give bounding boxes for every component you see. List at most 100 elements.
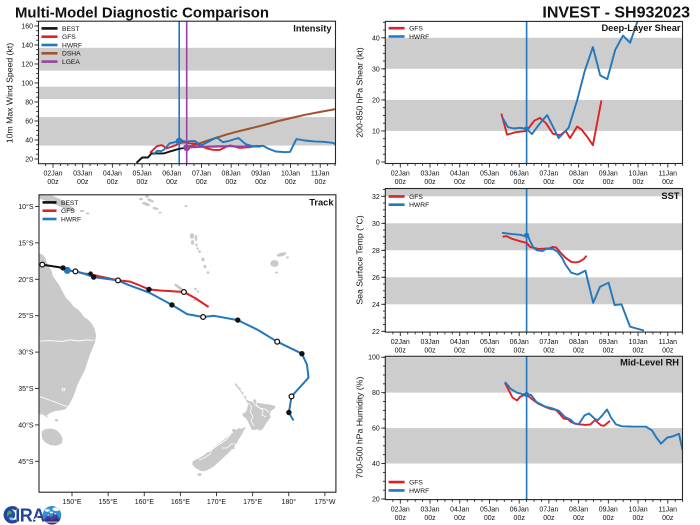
svg-text:155°E: 155°E bbox=[99, 498, 118, 506]
svg-text:22: 22 bbox=[372, 329, 380, 336]
svg-text:180°: 180° bbox=[282, 498, 297, 506]
svg-text:00z: 00z bbox=[484, 515, 496, 522]
svg-text:11Jan: 11Jan bbox=[659, 339, 678, 346]
svg-text:165°E: 165°E bbox=[171, 498, 190, 506]
svg-text:07Jan: 07Jan bbox=[192, 171, 211, 178]
svg-text:04Jan: 04Jan bbox=[450, 339, 469, 346]
svg-text:05Jan: 05Jan bbox=[480, 171, 499, 178]
svg-text:10Jan: 10Jan bbox=[629, 507, 648, 514]
svg-text:09Jan: 09Jan bbox=[599, 171, 618, 178]
svg-text:00z: 00z bbox=[484, 179, 496, 186]
svg-text:175°W: 175°W bbox=[314, 498, 335, 506]
svg-text:00z: 00z bbox=[225, 179, 237, 186]
svg-text:00z: 00z bbox=[136, 179, 148, 186]
svg-text:00z: 00z bbox=[395, 179, 407, 186]
svg-text:11Jan: 11Jan bbox=[659, 171, 678, 178]
svg-text:Multi-Model Diagnostic Compari: Multi-Model Diagnostic Comparison bbox=[15, 6, 269, 22]
svg-text:GFS: GFS bbox=[409, 194, 423, 201]
svg-text:00z: 00z bbox=[454, 515, 466, 522]
svg-text:60: 60 bbox=[25, 118, 33, 125]
svg-text:20°S: 20°S bbox=[18, 276, 34, 284]
svg-text:06Jan: 06Jan bbox=[510, 339, 529, 346]
svg-text:06Jan: 06Jan bbox=[162, 171, 181, 178]
svg-text:10Jan: 10Jan bbox=[629, 339, 648, 346]
svg-text:00z: 00z bbox=[514, 515, 526, 522]
svg-text:11Jan: 11Jan bbox=[311, 171, 330, 178]
svg-text:200-850 hPa Shear (kt): 200-850 hPa Shear (kt) bbox=[355, 47, 365, 137]
svg-text:00z: 00z bbox=[424, 347, 436, 354]
svg-text:00z: 00z bbox=[454, 347, 466, 354]
svg-text:00z: 00z bbox=[424, 515, 436, 522]
svg-text:700-500 hPa Humidity (%): 700-500 hPa Humidity (%) bbox=[355, 376, 365, 478]
svg-text:40: 40 bbox=[372, 35, 380, 42]
svg-text:HWRF: HWRF bbox=[409, 488, 429, 495]
svg-text:SST: SST bbox=[661, 191, 679, 201]
svg-text:10: 10 bbox=[372, 128, 380, 135]
svg-text:60: 60 bbox=[372, 426, 380, 433]
svg-text:10Jan: 10Jan bbox=[281, 171, 300, 178]
svg-text:20: 20 bbox=[25, 156, 33, 163]
svg-text:10Jan: 10Jan bbox=[629, 171, 648, 178]
svg-text:00z: 00z bbox=[632, 347, 644, 354]
svg-text:BEST: BEST bbox=[61, 200, 78, 207]
svg-text:0: 0 bbox=[376, 160, 380, 167]
svg-text:00z: 00z bbox=[47, 179, 59, 186]
svg-text:DSHA: DSHA bbox=[62, 51, 81, 58]
svg-text:HWRF: HWRF bbox=[409, 34, 429, 41]
svg-text:HWRF: HWRF bbox=[62, 42, 82, 49]
svg-text:00z: 00z bbox=[315, 179, 327, 186]
svg-text:11Jan: 11Jan bbox=[659, 507, 678, 514]
svg-text:26: 26 bbox=[372, 275, 380, 282]
svg-text:10°S: 10°S bbox=[18, 203, 34, 211]
svg-text:GFS: GFS bbox=[62, 34, 76, 41]
svg-text:IRA: IRA bbox=[15, 506, 45, 525]
svg-text:08Jan: 08Jan bbox=[222, 171, 241, 178]
svg-text:32: 32 bbox=[372, 194, 380, 201]
svg-text:100: 100 bbox=[368, 355, 380, 362]
svg-text:100: 100 bbox=[21, 80, 33, 87]
svg-text:GFS: GFS bbox=[409, 480, 423, 487]
svg-text:00z: 00z bbox=[573, 179, 585, 186]
svg-text:GFS: GFS bbox=[409, 26, 423, 33]
svg-text:00z: 00z bbox=[662, 179, 674, 186]
svg-text:00z: 00z bbox=[632, 179, 644, 186]
svg-text:00z: 00z bbox=[77, 179, 89, 186]
svg-text:15°S: 15°S bbox=[18, 239, 34, 247]
svg-text:05Jan: 05Jan bbox=[480, 339, 499, 346]
svg-text:LGEA: LGEA bbox=[62, 59, 80, 66]
svg-text:00z: 00z bbox=[514, 179, 526, 186]
svg-text:00z: 00z bbox=[543, 347, 555, 354]
svg-text:03Jan: 03Jan bbox=[420, 171, 439, 178]
svg-text:Intensity: Intensity bbox=[293, 23, 332, 33]
svg-text:02Jan: 02Jan bbox=[43, 171, 62, 178]
svg-text:25°S: 25°S bbox=[18, 312, 34, 320]
svg-text:175°E: 175°E bbox=[243, 498, 262, 506]
svg-text:30: 30 bbox=[372, 221, 380, 228]
svg-text:02Jan: 02Jan bbox=[391, 339, 410, 346]
svg-text:03Jan: 03Jan bbox=[420, 339, 439, 346]
svg-text:40°S: 40°S bbox=[18, 421, 34, 429]
svg-text:80: 80 bbox=[25, 99, 33, 106]
svg-text:00z: 00z bbox=[514, 347, 526, 354]
svg-text:06Jan: 06Jan bbox=[510, 507, 529, 514]
svg-text:30: 30 bbox=[372, 66, 380, 73]
svg-text:00z: 00z bbox=[285, 179, 297, 186]
svg-text:08Jan: 08Jan bbox=[569, 339, 588, 346]
svg-text:00z: 00z bbox=[632, 515, 644, 522]
svg-text:40: 40 bbox=[25, 137, 33, 144]
svg-text:Sea Surface Temp (°C): Sea Surface Temp (°C) bbox=[355, 215, 365, 304]
svg-text:40: 40 bbox=[372, 461, 380, 468]
svg-text:20: 20 bbox=[372, 497, 380, 504]
svg-text:140: 140 bbox=[21, 42, 33, 49]
svg-text:03Jan: 03Jan bbox=[73, 171, 92, 178]
svg-text:03Jan: 03Jan bbox=[420, 507, 439, 514]
svg-text:07Jan: 07Jan bbox=[539, 507, 558, 514]
svg-text:00z: 00z bbox=[196, 179, 208, 186]
svg-text:07Jan: 07Jan bbox=[539, 339, 558, 346]
svg-text:00z: 00z bbox=[573, 347, 585, 354]
svg-text:09Jan: 09Jan bbox=[599, 339, 618, 346]
svg-text:INVEST - SH932023: INVEST - SH932023 bbox=[542, 5, 690, 22]
svg-text:00z: 00z bbox=[255, 179, 267, 186]
svg-text:08Jan: 08Jan bbox=[569, 507, 588, 514]
svg-text:00z: 00z bbox=[166, 179, 178, 186]
